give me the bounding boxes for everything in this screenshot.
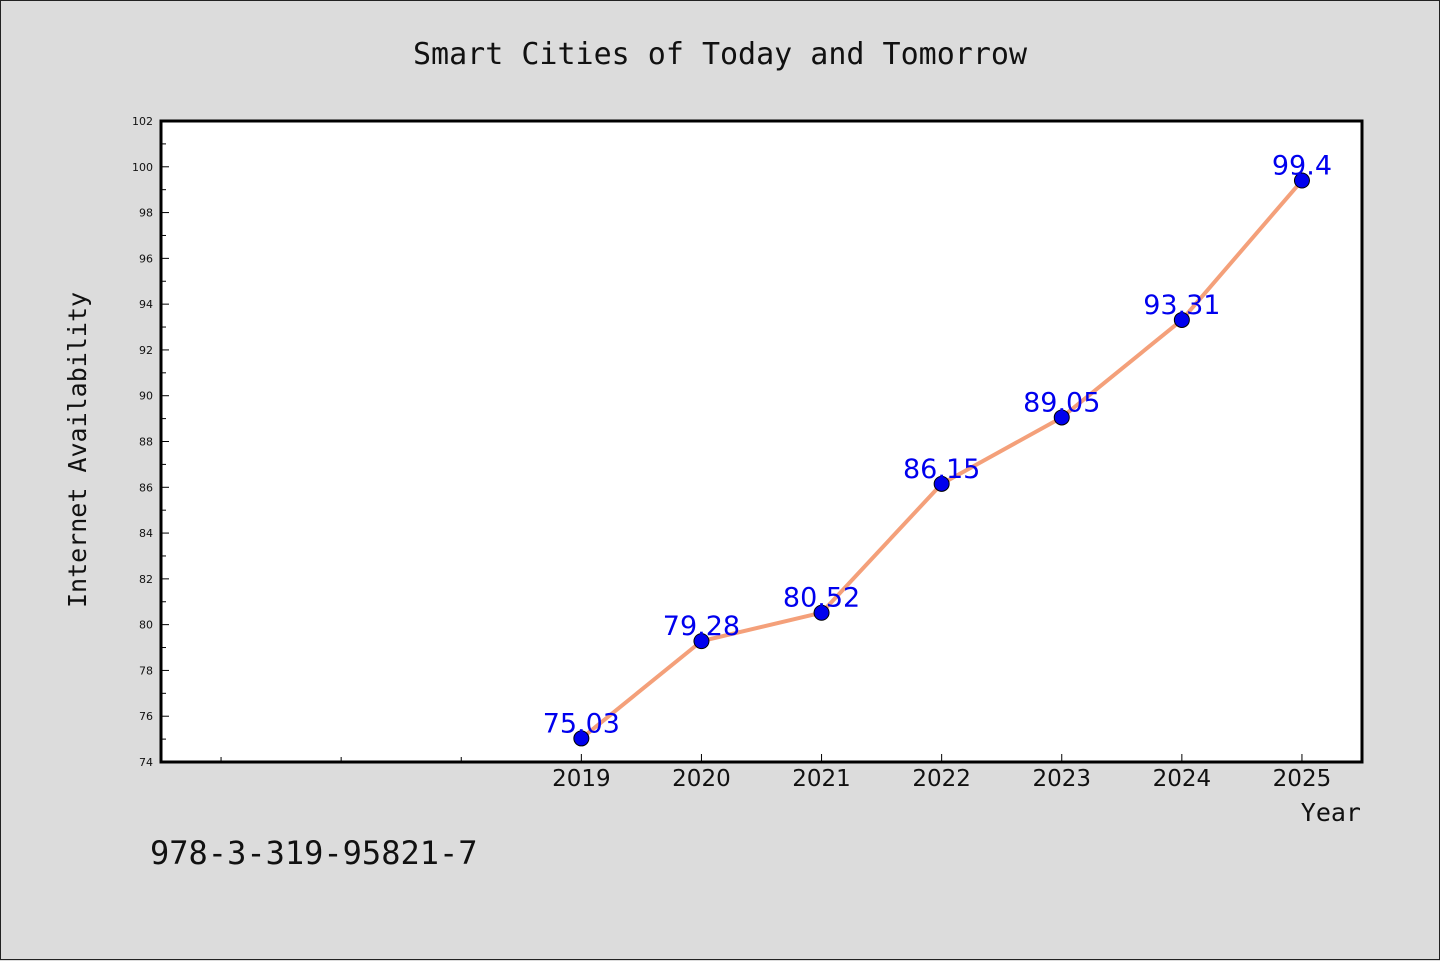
y-tick-label: 102	[132, 115, 153, 128]
y-tick-label: 94	[139, 298, 153, 311]
x-axis-label: Year	[1301, 798, 1361, 827]
y-tick-label: 96	[139, 252, 153, 265]
data-label: 93.31	[1143, 290, 1220, 321]
y-tick-label: 80	[139, 619, 153, 632]
x-tick-label: 2019	[552, 766, 611, 792]
y-tick-label: 82	[139, 573, 153, 586]
y-tick-label: 88	[139, 436, 153, 449]
x-tick-label: 2023	[1032, 766, 1091, 792]
data-point	[1173, 311, 1190, 328]
data-label: 86.15	[903, 454, 980, 485]
y-tick-label: 92	[139, 344, 153, 357]
y-tick-label: 84	[139, 527, 153, 540]
y-tick-label: 76	[139, 710, 153, 723]
data-point	[933, 475, 950, 492]
series-markers	[573, 172, 1310, 747]
data-label: 79.28	[663, 611, 740, 642]
data-point	[1293, 172, 1310, 189]
y-tick-label: 100	[132, 161, 153, 174]
x-tick-label: 2020	[672, 766, 731, 792]
y-axis: 74 76 78 80 82 84 86 88 90 92 94 96 98 100 102	[132, 115, 169, 769]
x-axis: 2019 2020 2021 2022 2023 2024 2025	[220, 754, 1332, 792]
plot-area	[159, 119, 1364, 764]
data-point	[573, 730, 590, 747]
y-tick-label: 74	[139, 756, 153, 769]
data-labels: 75.03 79.28 80.52 86.15 89.05 93.31 99.4	[543, 151, 1332, 740]
data-label: 99.4	[1272, 151, 1332, 182]
x-tick-label: 2025	[1273, 766, 1332, 792]
data-label: 89.05	[1023, 387, 1100, 418]
y-axis-label: Internet Availability	[63, 292, 92, 608]
y-tick-label: 90	[139, 390, 153, 403]
chart-title: Smart Cities of Today and Tomorrow	[413, 37, 1028, 72]
y-tick-label: 78	[139, 664, 153, 677]
isbn-text: 978-3-319-95821-7	[150, 834, 478, 872]
x-tick-label: 2022	[912, 766, 971, 792]
x-tick-label: 2021	[792, 766, 851, 792]
data-label: 80.52	[783, 583, 860, 614]
data-label: 75.03	[543, 708, 620, 739]
data-point	[693, 633, 710, 650]
y-tick-label: 86	[139, 481, 153, 494]
data-point	[813, 604, 830, 621]
data-point	[1053, 409, 1070, 426]
x-tick-label: 2024	[1153, 766, 1212, 792]
y-tick-label: 98	[139, 207, 153, 220]
